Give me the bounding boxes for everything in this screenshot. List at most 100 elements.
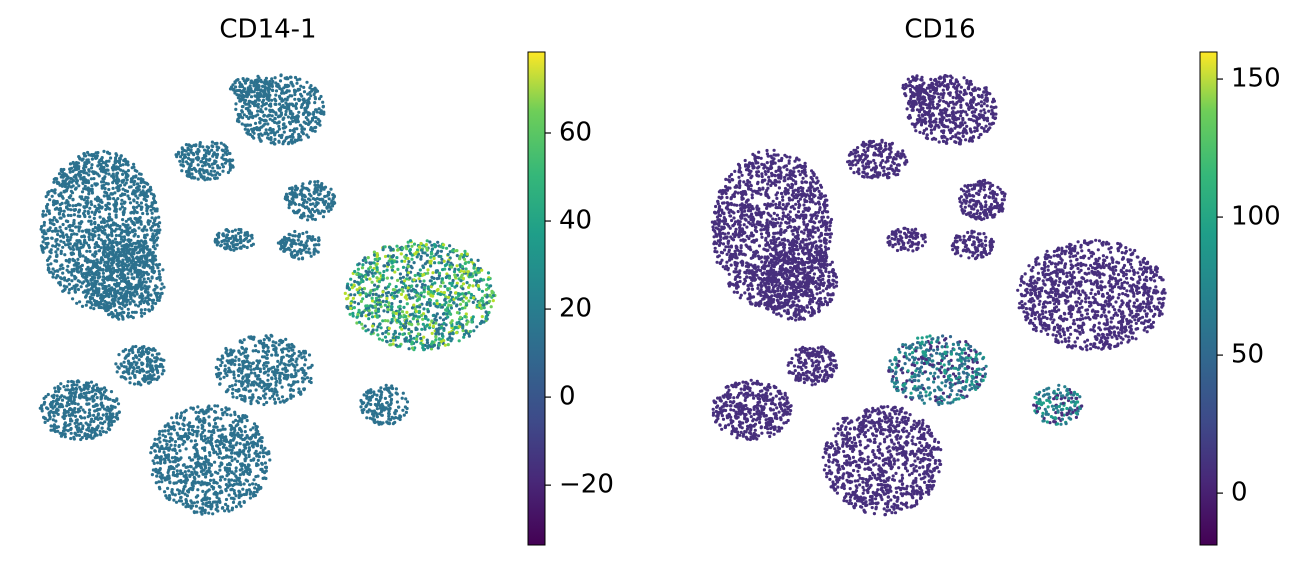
cell-point [46, 268, 50, 272]
cell-point [412, 278, 416, 282]
cell-point [383, 303, 387, 307]
cell-point [263, 131, 267, 135]
cell-point [373, 271, 377, 275]
cell-point [455, 321, 459, 325]
cell-point [53, 389, 58, 394]
cell-point [118, 296, 122, 300]
cell-point [256, 383, 260, 387]
cell-point [410, 340, 414, 344]
cell-point [423, 316, 428, 320]
cell-point [377, 337, 381, 341]
cell-point [245, 245, 249, 250]
cell-point [275, 379, 279, 383]
cell-point [94, 208, 98, 212]
cell-point [403, 255, 407, 259]
cell-point [381, 248, 385, 252]
cell-point [426, 268, 430, 272]
cell-point [77, 239, 81, 243]
cell-point [389, 321, 393, 325]
cell-point [109, 218, 113, 222]
cell-point [273, 374, 277, 378]
cell-point [266, 378, 270, 382]
cell-point [284, 101, 288, 105]
cell-point [300, 376, 304, 380]
cell-point [93, 222, 97, 226]
cell-point [150, 260, 154, 264]
cell-point [291, 119, 295, 123]
cell-point [156, 266, 160, 270]
cell-point [390, 393, 394, 397]
cell-point [101, 217, 105, 221]
cell-point [282, 249, 286, 253]
cell-point [429, 252, 433, 256]
cell-point [440, 305, 444, 309]
cell-point [117, 161, 121, 165]
cell-point [73, 277, 77, 281]
cell-point [124, 293, 128, 297]
cell-point [429, 294, 433, 298]
cell-point [153, 348, 157, 352]
cell-point [53, 269, 57, 273]
cell-point [145, 244, 149, 249]
cell-point [143, 225, 147, 229]
cell-point [190, 172, 194, 176]
cell-point [148, 380, 152, 384]
cell-point [96, 195, 100, 199]
cell-point [124, 348, 128, 352]
cell-point [446, 337, 450, 341]
cell-point [92, 216, 96, 220]
cell-point [278, 114, 282, 118]
cell-point [284, 337, 288, 341]
cell-point [44, 195, 48, 199]
cell-point [433, 281, 437, 285]
cell-point [61, 222, 65, 227]
cell-point [275, 84, 279, 88]
cell-point [394, 343, 398, 347]
cell-point [423, 262, 427, 266]
cell-point [67, 282, 71, 286]
cell-point [106, 201, 110, 205]
cell-point [71, 169, 75, 173]
cell-point [407, 322, 411, 326]
cell-point [257, 374, 261, 378]
cell-point [301, 131, 305, 135]
cell-point [286, 363, 290, 367]
cell-point [124, 290, 128, 294]
cell-point [216, 357, 220, 361]
cell-point [470, 320, 474, 324]
cell-point [55, 242, 59, 246]
cell-point [118, 227, 122, 231]
cell-point [314, 249, 318, 253]
cell-point [232, 376, 236, 380]
cell-point [113, 205, 117, 210]
cell-point [124, 171, 128, 175]
cell-point [116, 197, 120, 201]
cell-point [449, 306, 453, 310]
cell-point [293, 188, 297, 192]
cell-point [322, 112, 326, 116]
cell-point [313, 187, 317, 191]
cell-point [120, 180, 124, 184]
cell-point [266, 122, 270, 126]
cell-point [242, 338, 246, 342]
cell-point [430, 331, 434, 335]
cell-point [302, 211, 306, 215]
cell-point [148, 219, 152, 223]
cell-point [376, 285, 380, 289]
cell-point [304, 110, 308, 114]
cell-point [124, 230, 128, 234]
cell-point [228, 159, 232, 163]
cell-point [398, 304, 402, 308]
cell-point [371, 274, 375, 278]
cell-point [396, 267, 400, 271]
cell-point [409, 289, 414, 293]
cell-point [93, 204, 97, 208]
cell-point [277, 139, 281, 143]
cell-point [299, 352, 303, 356]
cell-point [220, 354, 224, 358]
cell-point [69, 189, 73, 193]
cell-point [293, 140, 297, 144]
cell-point [48, 198, 52, 202]
cell-point [119, 202, 124, 206]
